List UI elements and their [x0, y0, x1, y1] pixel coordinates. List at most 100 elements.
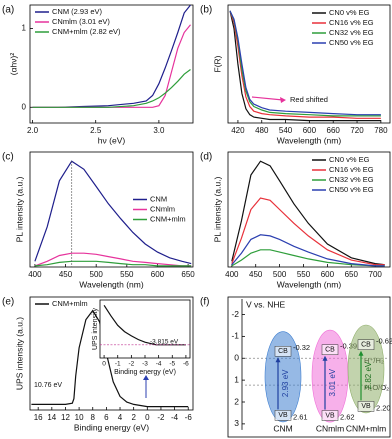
y-tick-label: 0 [234, 353, 239, 363]
annotation: -3.815 eV [150, 339, 179, 346]
panel-label: (d) [200, 152, 212, 163]
legend-label: CNM (2.93 eV) [52, 7, 103, 16]
x-tick-label: -6 [185, 413, 193, 422]
x-tick-label: -2 [128, 361, 134, 368]
vb-box [321, 410, 339, 421]
y-tick-label: -2 [231, 309, 239, 319]
vb-box [274, 410, 292, 421]
vb-label: VB [361, 403, 371, 410]
x-tick-label: 4 [118, 413, 123, 422]
series-line [229, 10, 381, 122]
x-tick-label: 720 [350, 126, 364, 135]
legend-label: CN50 v% EG [329, 38, 374, 47]
arrow-head [322, 355, 328, 361]
y-axis-label: (αhν)² [8, 53, 18, 76]
y-axis-label: PL intensity (a.u.) [212, 176, 222, 242]
y-axis-label: F(R) [212, 55, 222, 72]
vb-value: 2.62 [340, 413, 355, 422]
y-tick-label: 3 [234, 418, 239, 428]
cb-box [274, 346, 292, 357]
x-tick-label: -6 [183, 361, 189, 368]
x-tick-label: 600 [303, 126, 317, 135]
plot-frame [227, 151, 391, 268]
x-tick-label: 10 [75, 413, 84, 422]
legend-label: CN0 v% EG [329, 8, 370, 17]
x-tick-label: 3.0 [153, 126, 165, 135]
x-tick-label: 500 [90, 270, 104, 279]
y-tick-label: 1 [234, 374, 239, 384]
legend-label: CNM [150, 194, 167, 203]
arrow-head [358, 350, 364, 356]
arrow-head [275, 357, 281, 363]
panel-label: (f) [200, 297, 209, 308]
series-line [231, 160, 385, 266]
y-axis-label: V vs. NHE [246, 299, 286, 309]
cb-label: CB [325, 347, 335, 354]
band-name: CNM+mlm [346, 423, 386, 433]
legend-label: CN32 v% EG [329, 28, 374, 37]
legend-label: CN0 v% EG [329, 155, 370, 164]
x-tick-label: 8 [91, 413, 96, 422]
cb-value: -0.32 [293, 343, 310, 352]
x-axis-label: Wavelength (nm) [79, 279, 144, 289]
x-tick-label: 700 [369, 270, 383, 279]
x-tick-label: 12 [61, 413, 70, 422]
vb-box [357, 401, 375, 412]
y-tick-label: 0 [22, 102, 27, 111]
x-tick-label: 450 [249, 270, 263, 279]
plot-frame [29, 4, 194, 124]
legend-label: CNM+mlm [150, 214, 186, 223]
legend-label: CN32 v% EG [329, 175, 374, 184]
series-line [34, 252, 192, 267]
x-tick-label: -4 [171, 413, 179, 422]
y-tick-label: 2 [234, 396, 239, 406]
cb-box [321, 344, 339, 355]
x-tick-label: 14 [47, 413, 56, 422]
cb-label: CB [278, 348, 288, 355]
series-line [231, 234, 385, 267]
vb-value: 2.61 [293, 412, 308, 421]
x-tick-label: 420 [231, 126, 245, 135]
arrow-head [280, 97, 286, 103]
x-tick-label: 400 [28, 270, 42, 279]
x-tick-label: 2 [131, 413, 136, 422]
legend-label: CNmlm [150, 204, 175, 213]
x-tick-label: 2.5 [90, 126, 102, 135]
annotation: Red shifted [290, 95, 328, 104]
y-axis-label: PL intensity (a.u.) [14, 176, 24, 242]
annotation-arrow [251, 96, 284, 101]
plot-frame [29, 151, 194, 268]
x-tick-label: 540 [279, 126, 293, 135]
x-tick-label: 2.0 [27, 126, 39, 135]
gap-label: 2.82 eV [364, 361, 373, 389]
x-tick-label: 600 [151, 270, 165, 279]
cb-box [357, 339, 375, 350]
series-line [32, 5, 191, 108]
panel-label: (c) [2, 152, 14, 163]
gap-label: 2.93 eV [281, 369, 290, 397]
series-line [231, 197, 385, 266]
vb-label: VB [278, 412, 288, 419]
x-tick-label: 550 [120, 270, 134, 279]
series-line [229, 10, 381, 116]
y-tick-label: -1 [231, 331, 239, 341]
panel-label: (b) [200, 5, 212, 16]
panel-label: (e) [2, 297, 14, 308]
x-tick-label: 6 [104, 413, 109, 422]
cb-value: -0.39 [340, 342, 357, 351]
x-tick-label: -5 [169, 361, 175, 368]
x-tick-label: 660 [327, 126, 341, 135]
x-tick-label: 650 [181, 270, 195, 279]
annotation: 10.76 eV [34, 382, 62, 389]
vb-label: VB [325, 412, 335, 419]
legend-label: CN50 v% EG [329, 185, 374, 194]
x-tick-label: 650 [345, 270, 359, 279]
legend-label: CNM+mlm (2.82 eV) [52, 27, 121, 36]
y-tick-label: 1 [22, 24, 27, 33]
x-axis-label: Wavelength (nm) [277, 279, 342, 289]
x-tick-label: 780 [374, 126, 388, 135]
y-axis-label: UPS intensity [92, 307, 99, 350]
cb-label: CB [361, 342, 371, 349]
legend-label: CNmlm (3.01 eV) [52, 17, 110, 26]
